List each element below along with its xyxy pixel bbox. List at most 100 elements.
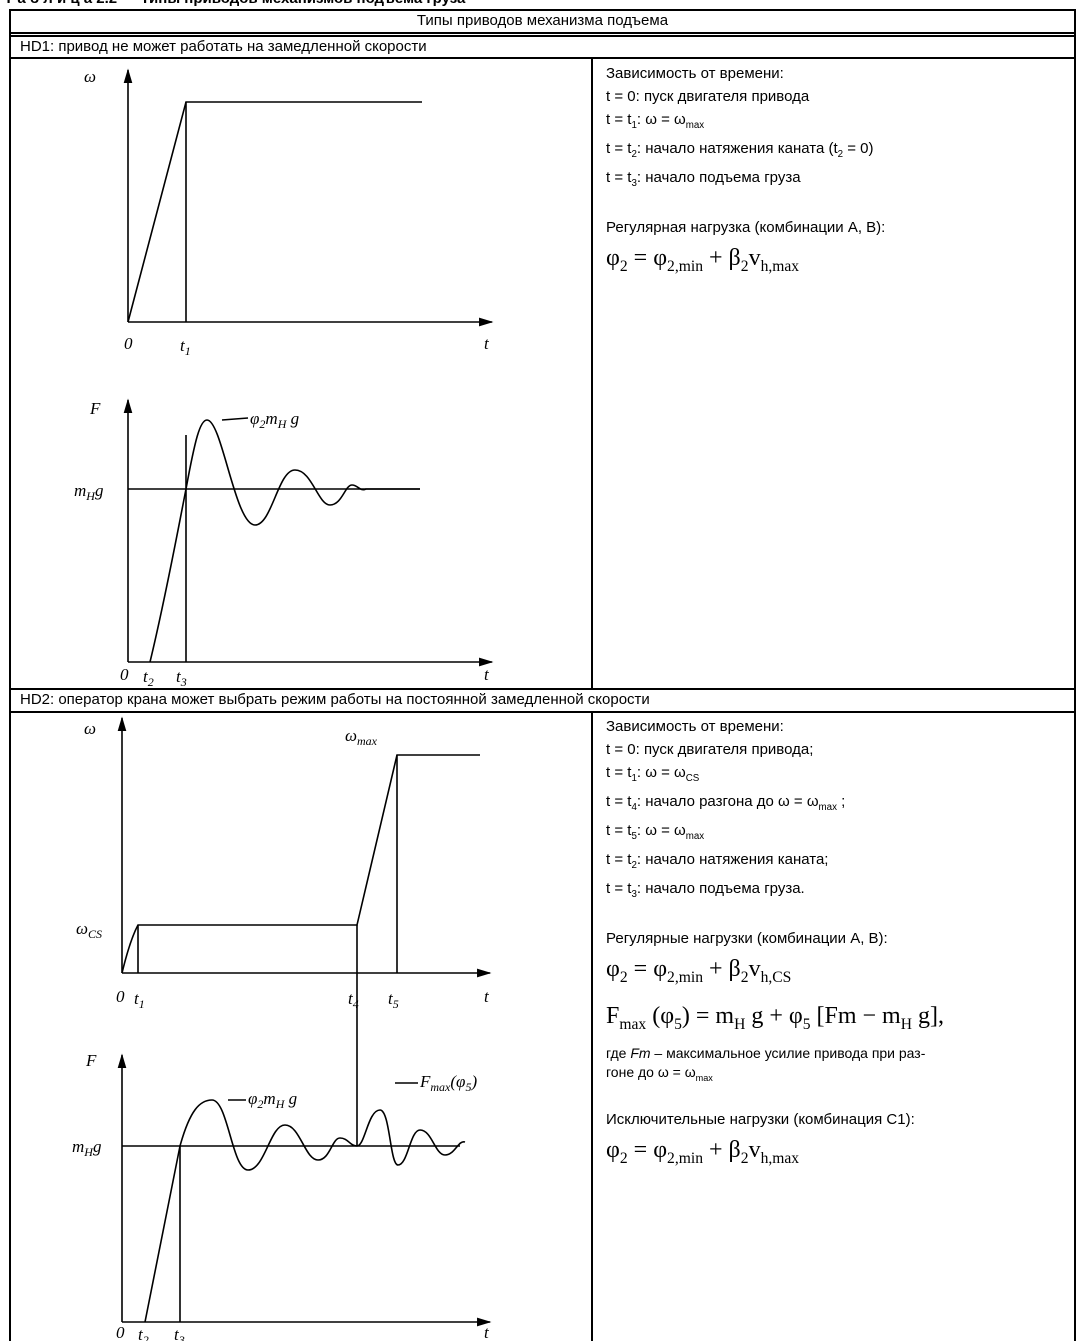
loads: Регулярная нагрузка (комбинации А, В): φ2… (606, 216, 1068, 286)
curve (149, 419, 420, 663)
subscript: max (695, 1072, 713, 1083)
text-run: 2 (257, 1097, 263, 1111)
subscript: 1 (631, 773, 637, 784)
time-item: t = t3: начало подъема груза (606, 166, 1068, 195)
text-run: v (748, 1137, 761, 1164)
formula: Fmax (φ5) = mH g + φ5 [Fm − mH g], (606, 997, 1068, 1044)
text-run: 3 (178, 1333, 185, 1341)
x-axis-label: t (484, 334, 490, 353)
heading: Зависимость от времени: (606, 718, 784, 735)
text-run: 5 (393, 997, 399, 1011)
text-run: H (83, 1145, 94, 1159)
subscript: max (685, 120, 705, 131)
subscript: CS (685, 773, 700, 784)
time-item: t = t4: начало разгона до ω = ωmax ; (606, 790, 1068, 819)
origin-label: 0 (124, 334, 133, 353)
subscript: H (734, 1015, 746, 1033)
formula: φ2 = φ2,min + β2vh,max (606, 239, 1068, 286)
formula: φ2 = φ2,min + β2vh,CS (606, 950, 1068, 997)
subscript: 2,min (667, 257, 704, 275)
subscript: 4 (631, 802, 637, 813)
text-run: : ω = ω (636, 764, 686, 781)
time-item: t = t2: начало натяжения каната (t2 = 0) (606, 137, 1068, 166)
formula: φ2 = φ2,min + β2vh,max (606, 1131, 1068, 1178)
table-header: Типы приводов механизма подъема (416, 12, 669, 29)
subscript: 5 (802, 1015, 811, 1033)
text-run: 2 (259, 417, 265, 431)
y-axis-label: ω (84, 67, 96, 86)
time-dependence: Зависимость от времени: t = 0: пуск двига… (606, 62, 1068, 195)
y-axis-label: F (85, 1051, 97, 1070)
text-run: t = t (606, 793, 632, 810)
subscript: 1 (631, 120, 637, 131)
text-run: t (176, 667, 182, 686)
text-run: φ (606, 1137, 620, 1164)
time-item: t = t5: ω = ωmax (606, 819, 1068, 848)
italic-run: Fm (630, 1044, 651, 1061)
x-tick-label: t2 (143, 667, 154, 689)
subscript: 2,min (667, 1150, 704, 1168)
text-run: t = t (606, 822, 632, 839)
text-run: m (265, 409, 277, 428)
text-run: = φ (627, 1137, 668, 1164)
text-run: m (74, 481, 86, 500)
subscript: 2 (740, 257, 749, 275)
text-run: t (134, 989, 140, 1008)
text-run: = φ (627, 245, 668, 271)
x-tick-label: t3 (174, 1325, 185, 1341)
text-run: гоне до ω = ω (606, 1063, 696, 1080)
text-run: : начало подъема груза (636, 169, 801, 186)
text-run: где (606, 1044, 631, 1061)
note: гоне до ω = ωmax (606, 1063, 1068, 1088)
text-run: 1 (139, 997, 145, 1011)
text-run: ω (345, 726, 357, 745)
text-run: t (348, 989, 354, 1008)
y-axis-label: ω (84, 719, 96, 738)
subscript: 2,min (667, 968, 704, 986)
x-tick-label: t1 (134, 989, 145, 1011)
subscript: 2 (631, 860, 637, 871)
text-run: + β (703, 1137, 741, 1164)
text-run: v (748, 956, 761, 982)
curve-label: φ2mH g (248, 1089, 297, 1111)
text-run: 2 (148, 675, 154, 689)
description-cell: Зависимость от времени: t = 0: пуск двига… (606, 62, 1068, 286)
subscript: 2 (619, 968, 628, 986)
text-run: : начало подъема груза. (636, 880, 805, 897)
text-run: H (277, 417, 288, 431)
text-run: 3 (180, 675, 187, 689)
text-run: g], (912, 1002, 944, 1029)
curve-label: φ2mH g (250, 409, 299, 431)
text-run: 2 (143, 1333, 149, 1341)
diagram-lines (117, 68, 494, 1327)
text-run: ω (76, 919, 88, 938)
text-run: [Fm − m (810, 1002, 901, 1029)
text-run: t = t (606, 851, 632, 868)
time-item: t = t2: начало натяжения каната; (606, 848, 1068, 877)
y-tick-label: ωCS (76, 919, 102, 941)
text-run: φ (606, 956, 620, 982)
curve (127, 101, 422, 323)
text-run: g + φ (745, 1002, 803, 1029)
subscript: h,max (760, 1150, 800, 1168)
curve (144, 1099, 358, 1323)
origin-label: 0 (116, 1323, 125, 1341)
text-run: g (93, 1137, 102, 1156)
x-axis-label: t (484, 1323, 490, 1341)
table-borders (9, 9, 1076, 1341)
subscript: 2 (740, 1150, 749, 1168)
note: где Fm – максимальное усилие привода при… (606, 1044, 1068, 1063)
x-tick-label: t4 (348, 989, 359, 1011)
text-run: t (174, 1325, 180, 1341)
time-item: t = t1: ω = ωmax (606, 108, 1068, 137)
row-label: HD2: оператор крана может выбрать режим … (20, 691, 650, 708)
text-run: t = t (606, 764, 632, 781)
text-run: H (85, 489, 96, 503)
text-run: g (95, 481, 104, 500)
subscript: h,max (760, 257, 800, 275)
subscript: 2 (631, 149, 637, 160)
time-item: t = 0: пуск двигателя привода (606, 88, 810, 105)
